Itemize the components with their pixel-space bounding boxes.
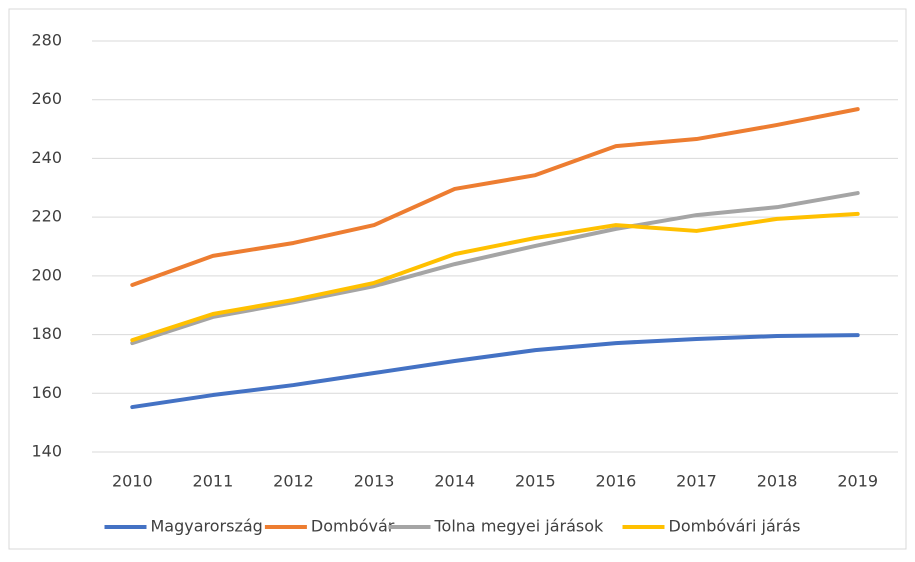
y-tick-label: 200 [31,265,62,284]
y-tick-label: 160 [31,383,62,402]
x-tick-label: 2014 [434,472,475,491]
y-tick-label: 220 [31,207,62,226]
legend-label: Dombóvári járás [669,517,801,536]
chart-frame [8,8,907,550]
legend-label: Tolna megyei járások [434,517,605,536]
series-line [130,333,860,410]
series-line [130,107,860,287]
y-tick-label: 280 [31,31,62,50]
series-line [130,211,860,343]
x-tick-label: 2016 [596,472,637,491]
legend-label: Dombóvár [311,517,395,536]
x-tick-label: 2018 [757,472,798,491]
series-line [130,191,860,346]
y-tick-label: 260 [31,89,62,108]
y-tick-label: 240 [31,148,62,167]
y-tick-label: 140 [31,442,62,461]
x-tick-label: 2011 [193,472,234,491]
x-tick-label: 2012 [273,472,314,491]
y-tick-label: 180 [31,324,62,343]
legend-label: Magyarország [151,517,263,536]
x-tick-label: 2013 [354,472,395,491]
x-tick-label: 2010 [112,472,153,491]
x-tick-label: 2015 [515,472,556,491]
x-tick-label: 2017 [676,472,717,491]
x-tick-label: 2019 [837,472,878,491]
